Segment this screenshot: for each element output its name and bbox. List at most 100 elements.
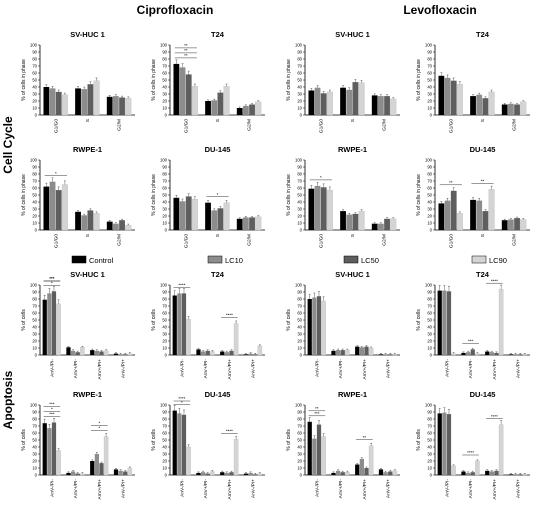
chart-title: DU-145 [470,145,496,154]
chart-panel: RWPE-1 0 10 20 30 40 50 60 70 80 90 100 % of cells i… [286,145,400,248]
x-tick-label: AnV-/PI- [179,479,185,497]
y-axis-label: % of cells in phase [151,59,157,101]
bar [513,474,518,475]
bar [70,350,76,355]
bar [51,291,57,355]
bar [119,220,125,230]
y-tick-label: 70 [32,179,37,184]
y-axis-label: % of cells in phase [21,174,27,216]
chart-panel: SV-HUC 1 0 10 20 30 40 50 60 70 80 90 100 % of cells… [286,30,400,133]
y-tick-label: 50 [427,318,432,323]
bar [249,104,255,115]
bar [326,189,333,231]
y-tick-label: 10 [32,221,37,226]
bar [368,445,374,476]
bar [118,354,123,355]
y-tick-label: 30 [427,92,432,97]
y-tick-label: 80 [427,57,432,62]
y-tick-label: 30 [297,332,302,337]
y-tick-label: 70 [427,304,432,309]
bar [438,203,445,230]
bar [224,472,229,475]
bar [437,290,442,355]
bar [378,354,384,355]
significance-label: *** [49,412,55,417]
y-tick-label: 40 [32,200,37,205]
x-tick-label: S [480,234,486,237]
x-tick-label: G2/M [512,234,518,246]
bar [388,354,393,355]
x-tick-label: G1/G0 [448,234,454,248]
y-tick-label: 20 [297,459,302,464]
bar [383,354,388,355]
bar [127,467,133,476]
bar [475,353,480,356]
y-tick-label: 60 [162,71,167,76]
y-tick-label: 0 [430,113,433,118]
y-tick-label: 20 [162,99,167,104]
bar [185,74,192,115]
bar [106,96,113,115]
bar [461,471,466,475]
bar [236,108,243,115]
y-tick-label: 30 [427,452,432,457]
chart-panel: DU-145 0 10 20 30 40 50 60 70 80 90 100 % of cells i… [416,145,530,248]
y-tick-label: 90 [162,410,167,415]
legend-swatch-lc90 [471,255,487,264]
y-tick-label: 40 [32,85,37,90]
y-tick-label: 30 [162,92,167,97]
y-tick-label: 60 [427,186,432,191]
y-tick-label: 10 [32,106,37,111]
x-tick-label: AnV-/PI- [444,359,450,377]
y-tick-label: 10 [297,221,302,226]
x-tick-label: AnV-/PI- [49,359,55,377]
y-tick-label: 90 [297,410,302,415]
y-tick-label: 70 [297,424,302,429]
y-tick-label: 100 [30,43,38,48]
x-tick-label: AnV-/PI+ [121,359,127,378]
y-tick-label: 70 [162,64,167,69]
y-tick-label: 70 [162,179,167,184]
x-tick-label: AnV+/PI- [338,359,344,379]
bar [94,350,99,355]
bar [359,347,364,355]
x-tick-label: AnV-/PI+ [121,479,127,498]
y-tick-label: 0 [35,473,38,478]
y-tick-label: 50 [162,193,167,198]
y-tick-label: 90 [162,165,167,170]
bar [233,439,239,476]
y-tick-label: 70 [297,304,302,309]
y-tick-label: 0 [300,353,303,358]
bar [335,470,341,475]
y-tick-label: 90 [297,290,302,295]
y-tick-label: 90 [162,50,167,55]
bar [456,213,463,231]
bar [307,421,312,475]
x-tick-label: AnV-/PI+ [251,479,257,498]
x-tick-label: G1/G0 [183,119,189,133]
bar [70,471,76,475]
bar [482,211,489,230]
bar [335,350,341,355]
x-tick-label: S [350,119,356,122]
bar [49,181,56,230]
x-tick-label: G2/M [117,119,123,131]
y-axis-label: % of cells in phase [416,174,422,216]
bar [456,84,463,116]
bar [186,446,191,476]
bar [56,450,61,476]
bar [451,353,456,356]
bar [66,472,71,475]
bar [223,86,230,116]
bar [326,91,333,116]
y-tick-label: 10 [297,346,302,351]
x-tick-label: AnV+/PI+ [97,359,103,380]
chart-panel: SV-HUC 1 0 10 20 30 40 50 60 70 80 90 100 % of cells… [21,30,135,133]
chart-panel: SV-HUC 1 0 10 20 30 40 50 60 70 80 90 100 % of cells… [21,270,135,380]
y-axis-label: % of cells in phase [21,59,27,101]
y-tick-label: 40 [162,200,167,205]
y-tick-label: 20 [162,459,167,464]
x-tick-label: S [350,234,356,237]
y-tick-label: 0 [165,228,168,233]
x-tick-label: S [480,119,486,122]
